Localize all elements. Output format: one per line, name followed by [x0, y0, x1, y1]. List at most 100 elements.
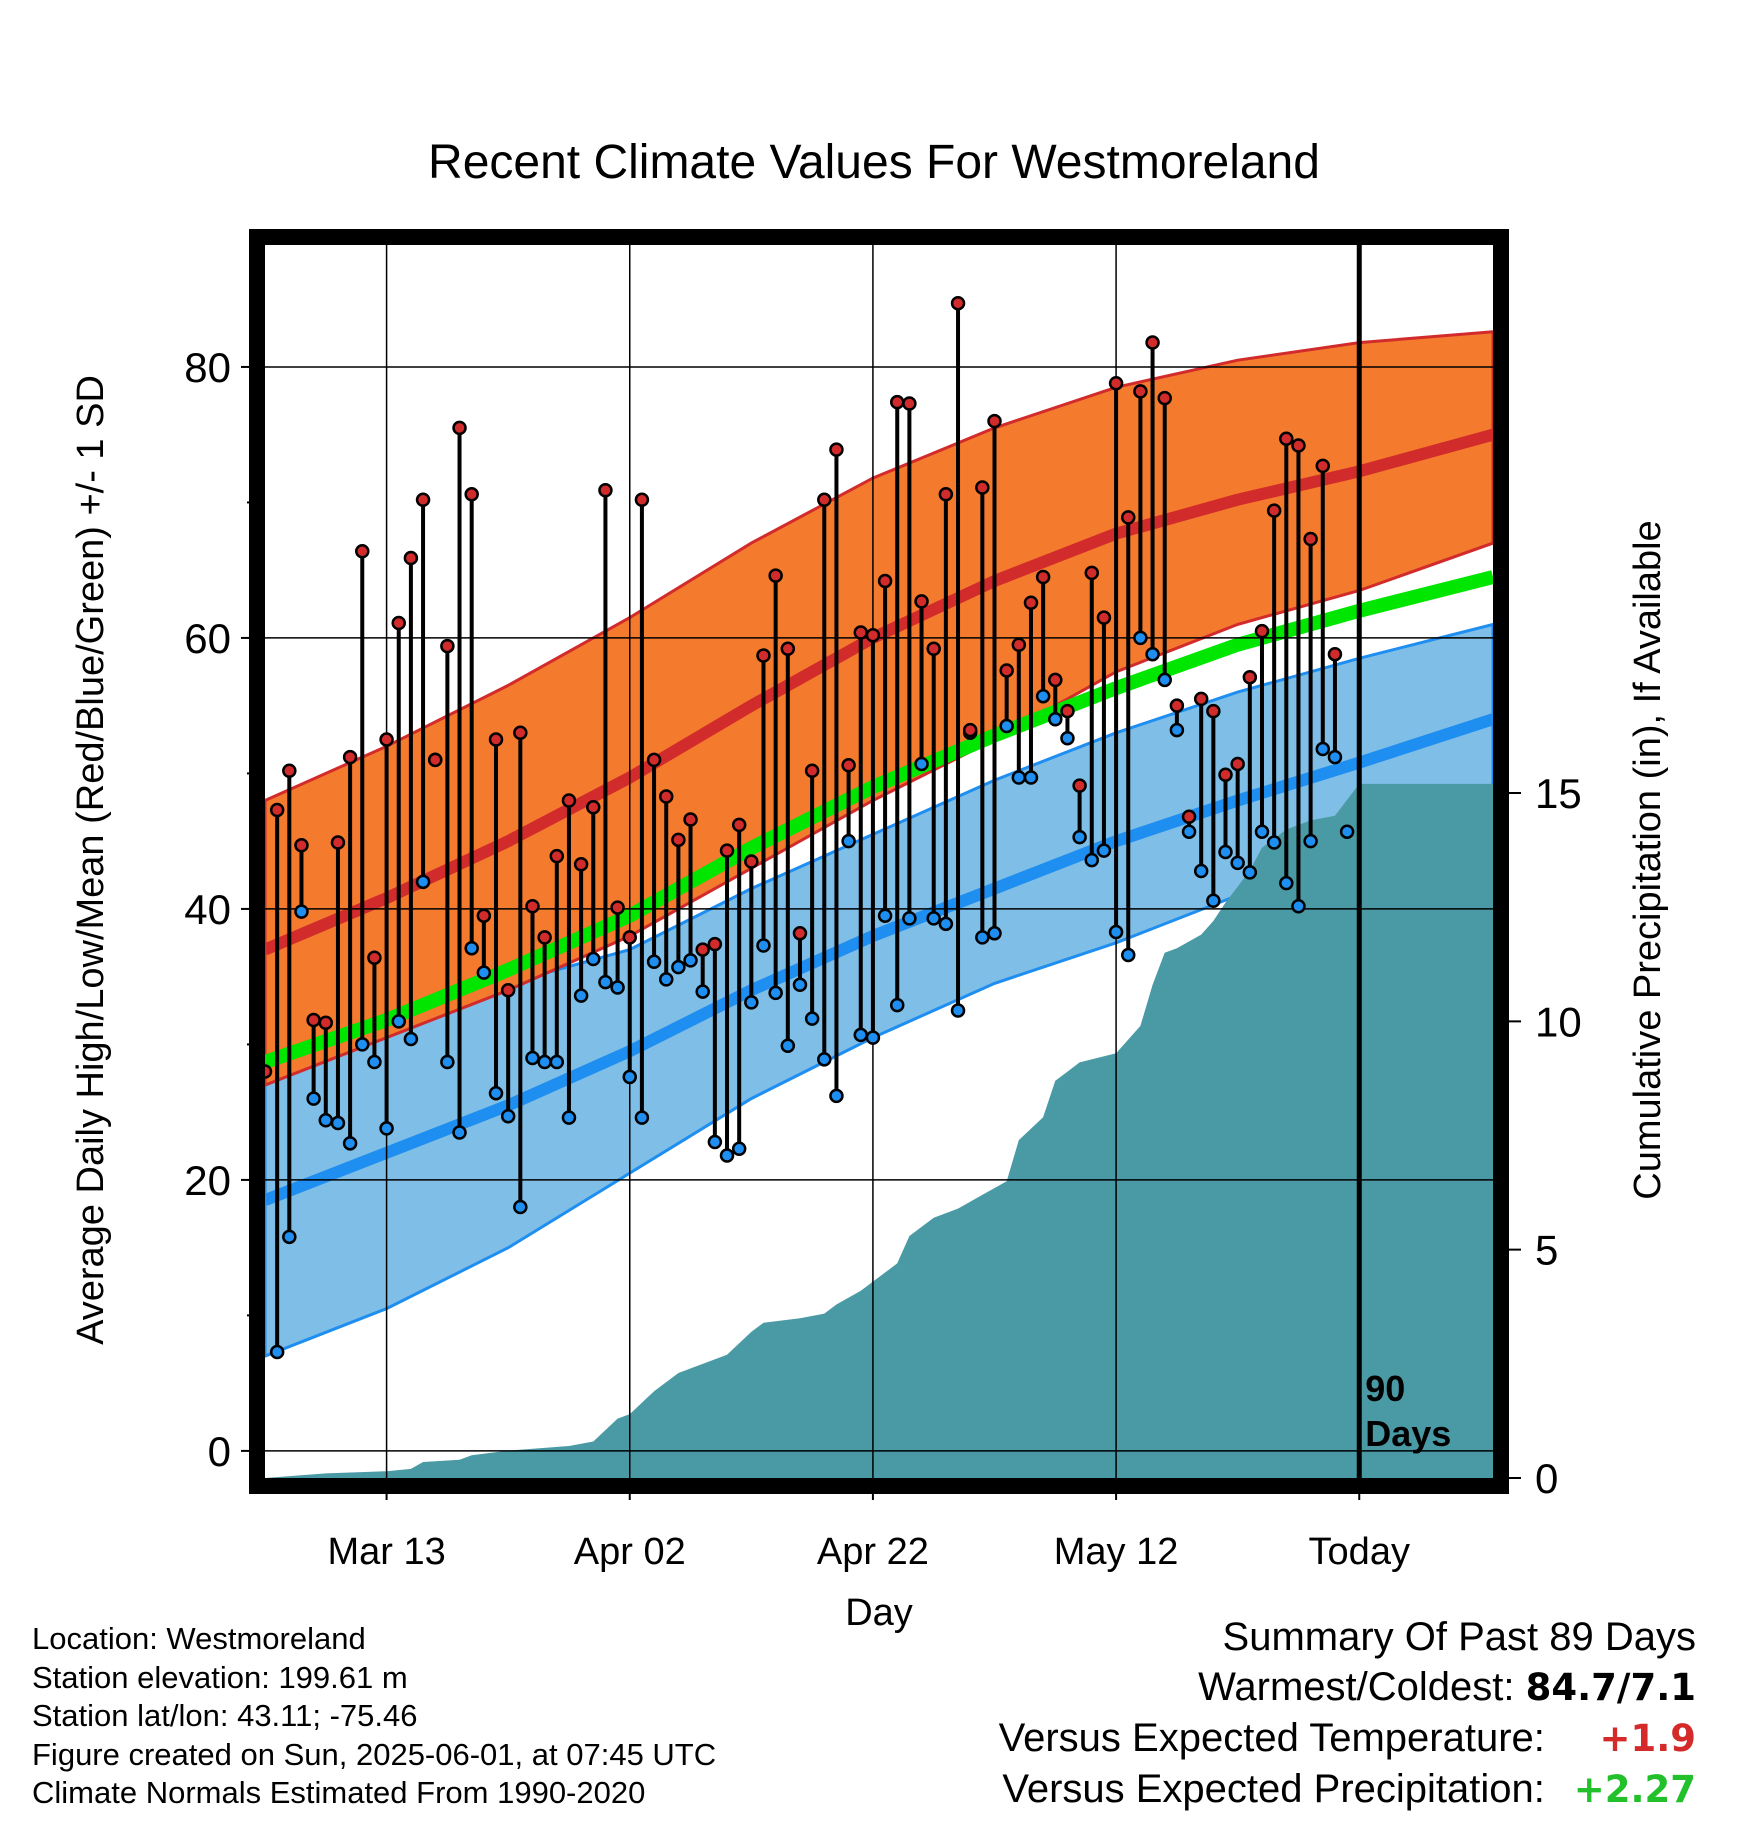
daily-low-point — [476, 965, 492, 980]
daily-high-point — [1048, 672, 1063, 688]
daily-high-point — [476, 908, 492, 923]
daily-low-point — [342, 1136, 358, 1151]
daily-high-point — [403, 550, 419, 566]
daily-low-point — [658, 972, 674, 987]
x-tick-label: Mar 13 — [327, 1531, 445, 1573]
daily-low-point — [683, 953, 698, 968]
daily-low-point — [586, 951, 601, 967]
daily-high-point — [561, 793, 577, 808]
daily-low-point — [1060, 730, 1075, 746]
station-metadata: Location: Westmoreland Station elevation… — [32, 1620, 716, 1813]
daily-high-point — [1145, 335, 1160, 350]
y2-axis-label: Cumulative Precipitation (in), If Availa… — [1627, 520, 1669, 1199]
summary-heading: Summary Of Past 89 Days — [1222, 1615, 1696, 1659]
daily-low-point — [829, 1088, 844, 1104]
daily-high-point — [1315, 458, 1331, 474]
daily-high-point — [1266, 503, 1282, 518]
daily-low-point — [1145, 646, 1160, 662]
daily-low-point — [634, 1110, 650, 1125]
daily-low-point — [610, 980, 625, 995]
daily-low-point — [1230, 855, 1245, 871]
plot-area — [265, 245, 1493, 1478]
daily-low-point — [1266, 835, 1282, 850]
daily-low-point — [598, 974, 613, 990]
daily-high-point — [1060, 703, 1075, 719]
daily-low-point — [1254, 824, 1270, 839]
daily-low-point — [1133, 630, 1148, 646]
daily-high-point — [367, 950, 382, 965]
daily-low-point — [744, 995, 759, 1010]
daily-low-point — [975, 930, 990, 945]
daily-high-point — [1254, 623, 1270, 639]
daily-high-point — [294, 837, 309, 853]
daily-low-point — [1181, 824, 1197, 839]
daily-low-point — [853, 1027, 869, 1043]
daily-high-point — [598, 482, 613, 498]
daily-low-point — [1096, 843, 1112, 858]
daily-high-point — [1181, 809, 1197, 825]
daily-high-point — [513, 725, 528, 741]
daily-low-point — [1035, 688, 1051, 704]
daily-high-point — [1327, 646, 1343, 662]
daily-high-point — [1242, 669, 1258, 685]
today-marker-label: Days — [1365, 1413, 1451, 1454]
daily-low-point — [1048, 711, 1063, 727]
daily-low-point — [889, 997, 905, 1013]
daily-high-point — [719, 843, 735, 858]
daily-high-point — [658, 789, 674, 804]
daily-high-point — [926, 641, 941, 657]
daily-low-point — [926, 911, 941, 926]
daily-low-point — [282, 1229, 297, 1245]
precip-anomaly-value: +2.27 — [1573, 1768, 1696, 1811]
daily-high-point — [1303, 531, 1318, 547]
daily-high-point — [1230, 756, 1245, 772]
daily-high-point — [841, 758, 856, 773]
daily-low-point — [1157, 672, 1172, 688]
daily-high-point — [768, 568, 783, 583]
daily-low-point — [1023, 770, 1039, 785]
y-axis-label: Average Daily High/Low/Mean (Red/Blue/Gr… — [70, 375, 112, 1345]
daily-high-point — [853, 625, 869, 640]
daily-high-point — [1023, 595, 1039, 610]
summary-panel: Summary Of Past 89 Days Warmest/Coldest:… — [999, 1612, 1696, 1815]
daily-low-point — [294, 904, 309, 919]
daily-high-point — [999, 663, 1014, 678]
daily-low-point — [1242, 865, 1258, 880]
daily-low-point — [573, 988, 589, 1003]
daily-high-point — [537, 930, 552, 945]
daily-high-point — [634, 492, 650, 507]
daily-high-point — [817, 492, 832, 507]
daily-low-point — [999, 718, 1014, 734]
daily-low-point — [549, 1054, 565, 1070]
daily-low-point — [1120, 947, 1136, 963]
daily-high-point — [1011, 637, 1027, 652]
daily-low-point — [1169, 722, 1185, 738]
daily-low-point — [403, 1031, 419, 1047]
daily-high-point — [780, 641, 796, 657]
y-tick-label: 80 — [184, 344, 231, 391]
y2-tick-label: 5 — [1535, 1227, 1558, 1274]
daily-low-point — [330, 1115, 346, 1131]
location-text: Location: Westmoreland — [32, 1621, 366, 1656]
daily-low-point — [987, 926, 1002, 941]
y-tick-label: 60 — [184, 615, 231, 662]
daily-high-point — [962, 722, 978, 738]
daily-high-point — [744, 854, 759, 869]
daily-high-point — [525, 898, 540, 914]
daily-high-point — [318, 1015, 334, 1030]
daily-low-point — [804, 1011, 820, 1026]
elevation-text: Station elevation: 199.61 m — [32, 1659, 408, 1695]
daily-high-point — [427, 752, 443, 768]
precip-anomaly-label: Versus Expected Precipitation: — [1002, 1767, 1545, 1811]
daily-high-point — [1206, 703, 1221, 719]
daily-low-point — [622, 1069, 638, 1085]
daily-low-point — [1303, 833, 1318, 849]
daily-high-point — [1193, 691, 1209, 707]
daily-low-point — [780, 1038, 796, 1054]
daily-high-point — [391, 615, 406, 631]
x-axis-label: Day — [845, 1592, 913, 1634]
x-tick-label: Apr 02 — [574, 1531, 686, 1573]
daily-high-point — [440, 638, 455, 654]
daily-low-point — [1011, 770, 1027, 785]
